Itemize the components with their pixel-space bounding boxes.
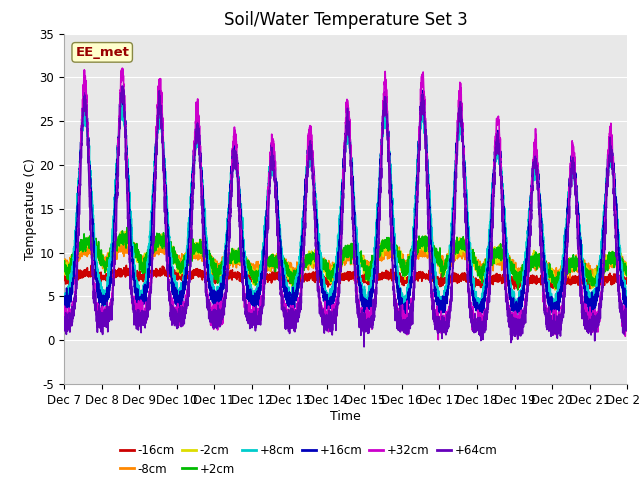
Text: EE_met: EE_met — [76, 46, 129, 59]
Title: Soil/Water Temperature Set 3: Soil/Water Temperature Set 3 — [224, 11, 467, 29]
Legend: -16cm, -8cm, -2cm, +2cm, +8cm, +16cm, +32cm, +64cm: -16cm, -8cm, -2cm, +2cm, +8cm, +16cm, +3… — [115, 439, 502, 480]
Y-axis label: Temperature (C): Temperature (C) — [24, 158, 36, 260]
X-axis label: Time: Time — [330, 409, 361, 422]
